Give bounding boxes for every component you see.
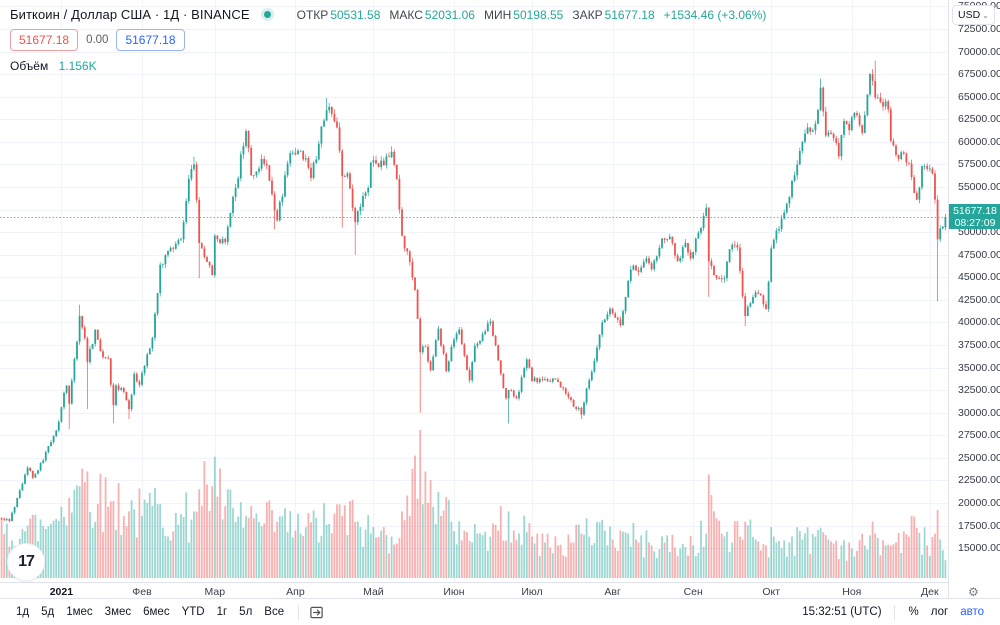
price-tick-label: 35000.00	[958, 361, 1000, 374]
spread-value: 0.00	[86, 34, 109, 46]
range-button-YTD[interactable]: YTD	[181, 606, 205, 618]
price-tick-label: 17500.00	[958, 519, 1000, 532]
log-scale-button[interactable]: лог	[930, 606, 949, 618]
time-tick-label-Сен[interactable]: Сен	[683, 586, 703, 598]
volume-label[interactable]: Объём	[10, 59, 49, 73]
range-button-Все[interactable]: Все	[264, 606, 285, 618]
buy-price-box[interactable]: 51677.18	[116, 29, 185, 51]
price-tick-label: 45000.00	[958, 271, 1000, 284]
price-tick-label: 27500.00	[958, 429, 1000, 442]
candlestick-chart-canvas[interactable]	[0, 0, 948, 582]
time-tick-label-2021[interactable]: 2021	[49, 586, 74, 598]
toolbar-divider	[893, 604, 895, 620]
volume-value: 1.156K	[58, 59, 97, 73]
price-axis[interactable]: ⚙ 75000.0072500.0070000.0067500.0065000.…	[948, 0, 1000, 599]
time-tick-label-Июн[interactable]: Июн	[443, 586, 465, 598]
current-price-value: 51677.18	[953, 205, 997, 218]
chevron-down-icon: ⌄	[982, 11, 989, 20]
chart-legend: Биткоин / Доллар США · 1Д · BINANCE ОТКР…	[10, 7, 766, 73]
high-value: 52031.06	[424, 7, 475, 22]
price-tick-label: 70000.00	[958, 45, 1000, 58]
axis-controls-group: 15:32:51 (UTC) % лог авто	[802, 603, 990, 621]
bottom-toolbar: 1д 5д 1мес 3мес 6мес YTD 1г 5л Все 15:32:51 (UTC…	[0, 598, 1000, 625]
legend-volume-row: Объём 1.156K	[10, 59, 766, 73]
market-status-icon[interactable]	[263, 11, 271, 18]
time-tick-label-Авг[interactable]: Авг	[604, 586, 621, 598]
time-tick-label-Фев[interactable]: Фев	[132, 586, 152, 598]
time-tick-label-Мар[interactable]: Мар	[204, 586, 226, 598]
price-tick-label: 30000.00	[958, 406, 1000, 419]
low-value: 50198.55	[513, 7, 564, 22]
range-button-3мес[interactable]: 3мес	[104, 606, 132, 618]
price-tick-label: 20000.00	[958, 496, 1000, 509]
sell-price-box[interactable]: 51677.18	[10, 29, 79, 51]
price-tick-label: 15000.00	[958, 542, 1000, 555]
tradingview-logo[interactable]: 17	[7, 543, 45, 581]
change-value: +1534.46 (+3.06%)	[663, 7, 767, 22]
legend-price-boxes: 51677.18 0.00 51677.18	[10, 29, 766, 51]
symbol-title[interactable]: Биткоин / Доллар США · 1Д · BINANCE	[10, 7, 250, 22]
go-to-date-icon[interactable]	[307, 603, 326, 622]
price-tick-label: 40000.00	[958, 316, 1000, 329]
range-button-1д[interactable]: 1д	[16, 606, 30, 618]
tradingview-logo-glyph: 17	[18, 553, 35, 570]
low-label: МИН	[483, 7, 512, 22]
range-button-1мес[interactable]: 1мес	[66, 606, 93, 618]
price-tick-label: 60000.00	[958, 135, 1000, 148]
high-label: МАКС	[389, 7, 423, 22]
time-tick-label-Окт[interactable]: Окт	[762, 586, 781, 598]
bar-countdown: 08:27:09	[954, 217, 996, 230]
range-button-1г[interactable]: 1г	[216, 606, 228, 618]
range-button-5л[interactable]: 5л	[239, 606, 253, 618]
close-label: ЗАКР	[572, 7, 603, 22]
percent-scale-button[interactable]: %	[908, 606, 919, 618]
close-value: 51677.18	[604, 7, 655, 22]
open-label: ОТКР	[296, 7, 329, 22]
price-tick-label: 72500.00	[958, 23, 1000, 35]
price-tick-label: 67500.00	[958, 68, 1000, 81]
chart-pane: Биткоин / Доллар США · 1Д · BINANCE ОТКР…	[0, 0, 948, 582]
range-button-5д[interactable]: 5д	[41, 606, 55, 618]
current-price-badge: 51677.18 08:27:09	[949, 204, 1000, 230]
price-tick-label: 37500.00	[958, 338, 1000, 351]
time-tick-label-Дек[interactable]: Дек	[921, 586, 939, 598]
time-tick-label-Ноя[interactable]: Ноя	[842, 586, 862, 598]
price-tick-label: 22500.00	[958, 474, 1000, 487]
price-tick-label: 55000.00	[958, 180, 1000, 193]
legend-title-row: Биткоин / Доллар США · 1Д · BINANCE ОТКР…	[10, 7, 766, 22]
price-tick-label: 57500.00	[958, 158, 1000, 171]
price-tick-label: 32500.00	[958, 384, 1000, 397]
price-tick-label: 42500.00	[958, 293, 1000, 306]
time-axis[interactable]: 2021 Фев Мар Апр Май Июн Июл Авг Сен Окт Ноя Дек	[0, 582, 1000, 598]
currency-dropdown[interactable]: USD ⌄	[952, 5, 995, 25]
clock[interactable]: 15:32:51 (UTC)	[802, 606, 882, 618]
time-tick-label-Апр[interactable]: Апр	[286, 586, 305, 598]
price-tick-label: 65000.00	[958, 90, 1000, 103]
time-tick-label-Июл[interactable]: Июл	[521, 586, 543, 598]
price-tick-label: 25000.00	[958, 451, 1000, 464]
range-button-6мес[interactable]: 6мес	[143, 606, 170, 618]
price-tick-label: 62500.00	[958, 113, 1000, 126]
axis-settings-gear-icon[interactable]: ⚙	[968, 585, 979, 599]
price-tick-label: 47500.00	[958, 248, 1000, 261]
time-tick-label-Май[interactable]: Май	[363, 586, 384, 598]
open-value: 50531.58	[330, 7, 381, 22]
toolbar-divider	[298, 604, 300, 620]
auto-scale-button[interactable]: авто	[960, 606, 984, 618]
range-buttons-group: 1д 5д 1мес 3мес 6мес YTD 1г 5л Все	[10, 603, 326, 622]
